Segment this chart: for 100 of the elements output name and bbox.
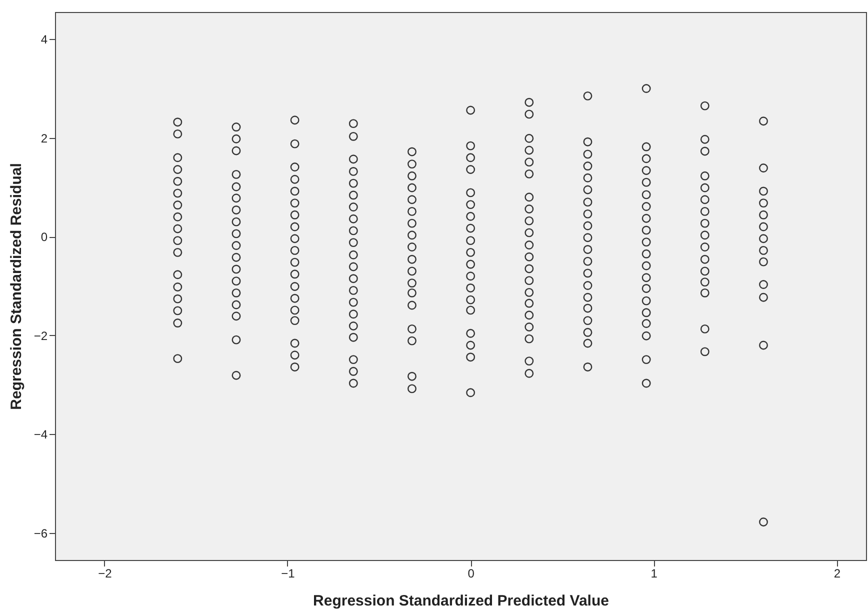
y-axis-title: Regression Standardized Residual bbox=[8, 163, 25, 410]
point bbox=[348, 190, 358, 200]
x-tick-label: 2 bbox=[834, 566, 841, 580]
point bbox=[583, 91, 592, 100]
point bbox=[583, 221, 592, 230]
point bbox=[290, 270, 300, 279]
point bbox=[759, 198, 768, 208]
point bbox=[173, 188, 182, 198]
point bbox=[232, 264, 241, 274]
point bbox=[232, 252, 241, 262]
point bbox=[466, 153, 476, 162]
point bbox=[466, 236, 476, 246]
point bbox=[173, 282, 182, 292]
point bbox=[348, 119, 358, 128]
point bbox=[642, 296, 651, 306]
point bbox=[232, 241, 241, 250]
point bbox=[524, 310, 534, 320]
y-tick-label: −6 bbox=[34, 526, 48, 540]
point bbox=[408, 278, 416, 288]
point bbox=[466, 248, 476, 257]
point bbox=[173, 118, 182, 127]
point bbox=[290, 234, 300, 244]
point bbox=[583, 362, 592, 372]
point bbox=[700, 242, 710, 252]
point bbox=[173, 153, 182, 162]
point bbox=[642, 202, 651, 211]
point bbox=[759, 186, 768, 196]
point bbox=[700, 183, 710, 192]
point bbox=[173, 294, 182, 304]
point bbox=[759, 164, 768, 172]
point bbox=[232, 229, 241, 238]
point bbox=[642, 378, 651, 388]
x-axis-title: Regression Standardized Predicted Value bbox=[313, 592, 609, 610]
point bbox=[173, 176, 182, 186]
point bbox=[408, 195, 416, 204]
point bbox=[524, 334, 534, 344]
point bbox=[642, 166, 651, 175]
point bbox=[700, 278, 710, 287]
point bbox=[408, 254, 416, 264]
point bbox=[759, 246, 768, 255]
point bbox=[524, 98, 534, 107]
point bbox=[524, 192, 534, 202]
point bbox=[524, 368, 534, 378]
point bbox=[700, 171, 710, 180]
point bbox=[524, 264, 534, 274]
point bbox=[290, 306, 300, 315]
point bbox=[583, 185, 592, 194]
point bbox=[173, 306, 182, 316]
point bbox=[348, 226, 358, 236]
point bbox=[642, 319, 651, 328]
point bbox=[348, 167, 358, 176]
point bbox=[290, 282, 300, 291]
point bbox=[524, 252, 534, 262]
point bbox=[408, 384, 416, 394]
point bbox=[524, 169, 534, 178]
point bbox=[700, 134, 710, 144]
point bbox=[524, 276, 534, 286]
y-tick-label: −2 bbox=[34, 328, 48, 343]
point bbox=[348, 178, 358, 188]
point bbox=[524, 158, 534, 167]
point bbox=[700, 146, 710, 156]
point bbox=[700, 230, 710, 240]
point bbox=[642, 284, 651, 293]
point bbox=[348, 262, 358, 272]
point bbox=[290, 294, 300, 303]
point bbox=[642, 273, 651, 282]
point bbox=[232, 335, 241, 344]
point bbox=[348, 286, 358, 295]
point bbox=[173, 129, 182, 138]
point bbox=[408, 300, 416, 310]
point bbox=[759, 280, 768, 289]
point bbox=[348, 154, 358, 164]
point bbox=[232, 134, 241, 144]
point bbox=[700, 218, 710, 228]
point bbox=[700, 254, 710, 264]
point bbox=[642, 308, 651, 318]
point bbox=[408, 266, 416, 276]
point bbox=[466, 165, 476, 174]
point bbox=[290, 139, 300, 148]
point bbox=[173, 354, 182, 364]
point bbox=[642, 355, 651, 364]
point bbox=[232, 206, 241, 214]
point bbox=[583, 256, 592, 266]
point bbox=[232, 146, 241, 156]
point bbox=[173, 270, 182, 280]
point bbox=[524, 146, 534, 155]
point bbox=[642, 178, 651, 187]
point bbox=[583, 338, 592, 348]
point bbox=[232, 276, 241, 286]
point bbox=[173, 165, 182, 174]
point bbox=[524, 240, 534, 250]
point bbox=[466, 328, 476, 338]
point bbox=[408, 183, 416, 192]
point bbox=[524, 134, 534, 143]
y-tick-label: 2 bbox=[40, 131, 48, 146]
x-tick-label: −2 bbox=[98, 566, 112, 580]
point bbox=[642, 154, 651, 164]
point bbox=[408, 372, 416, 381]
point bbox=[759, 222, 768, 232]
point bbox=[524, 298, 534, 308]
